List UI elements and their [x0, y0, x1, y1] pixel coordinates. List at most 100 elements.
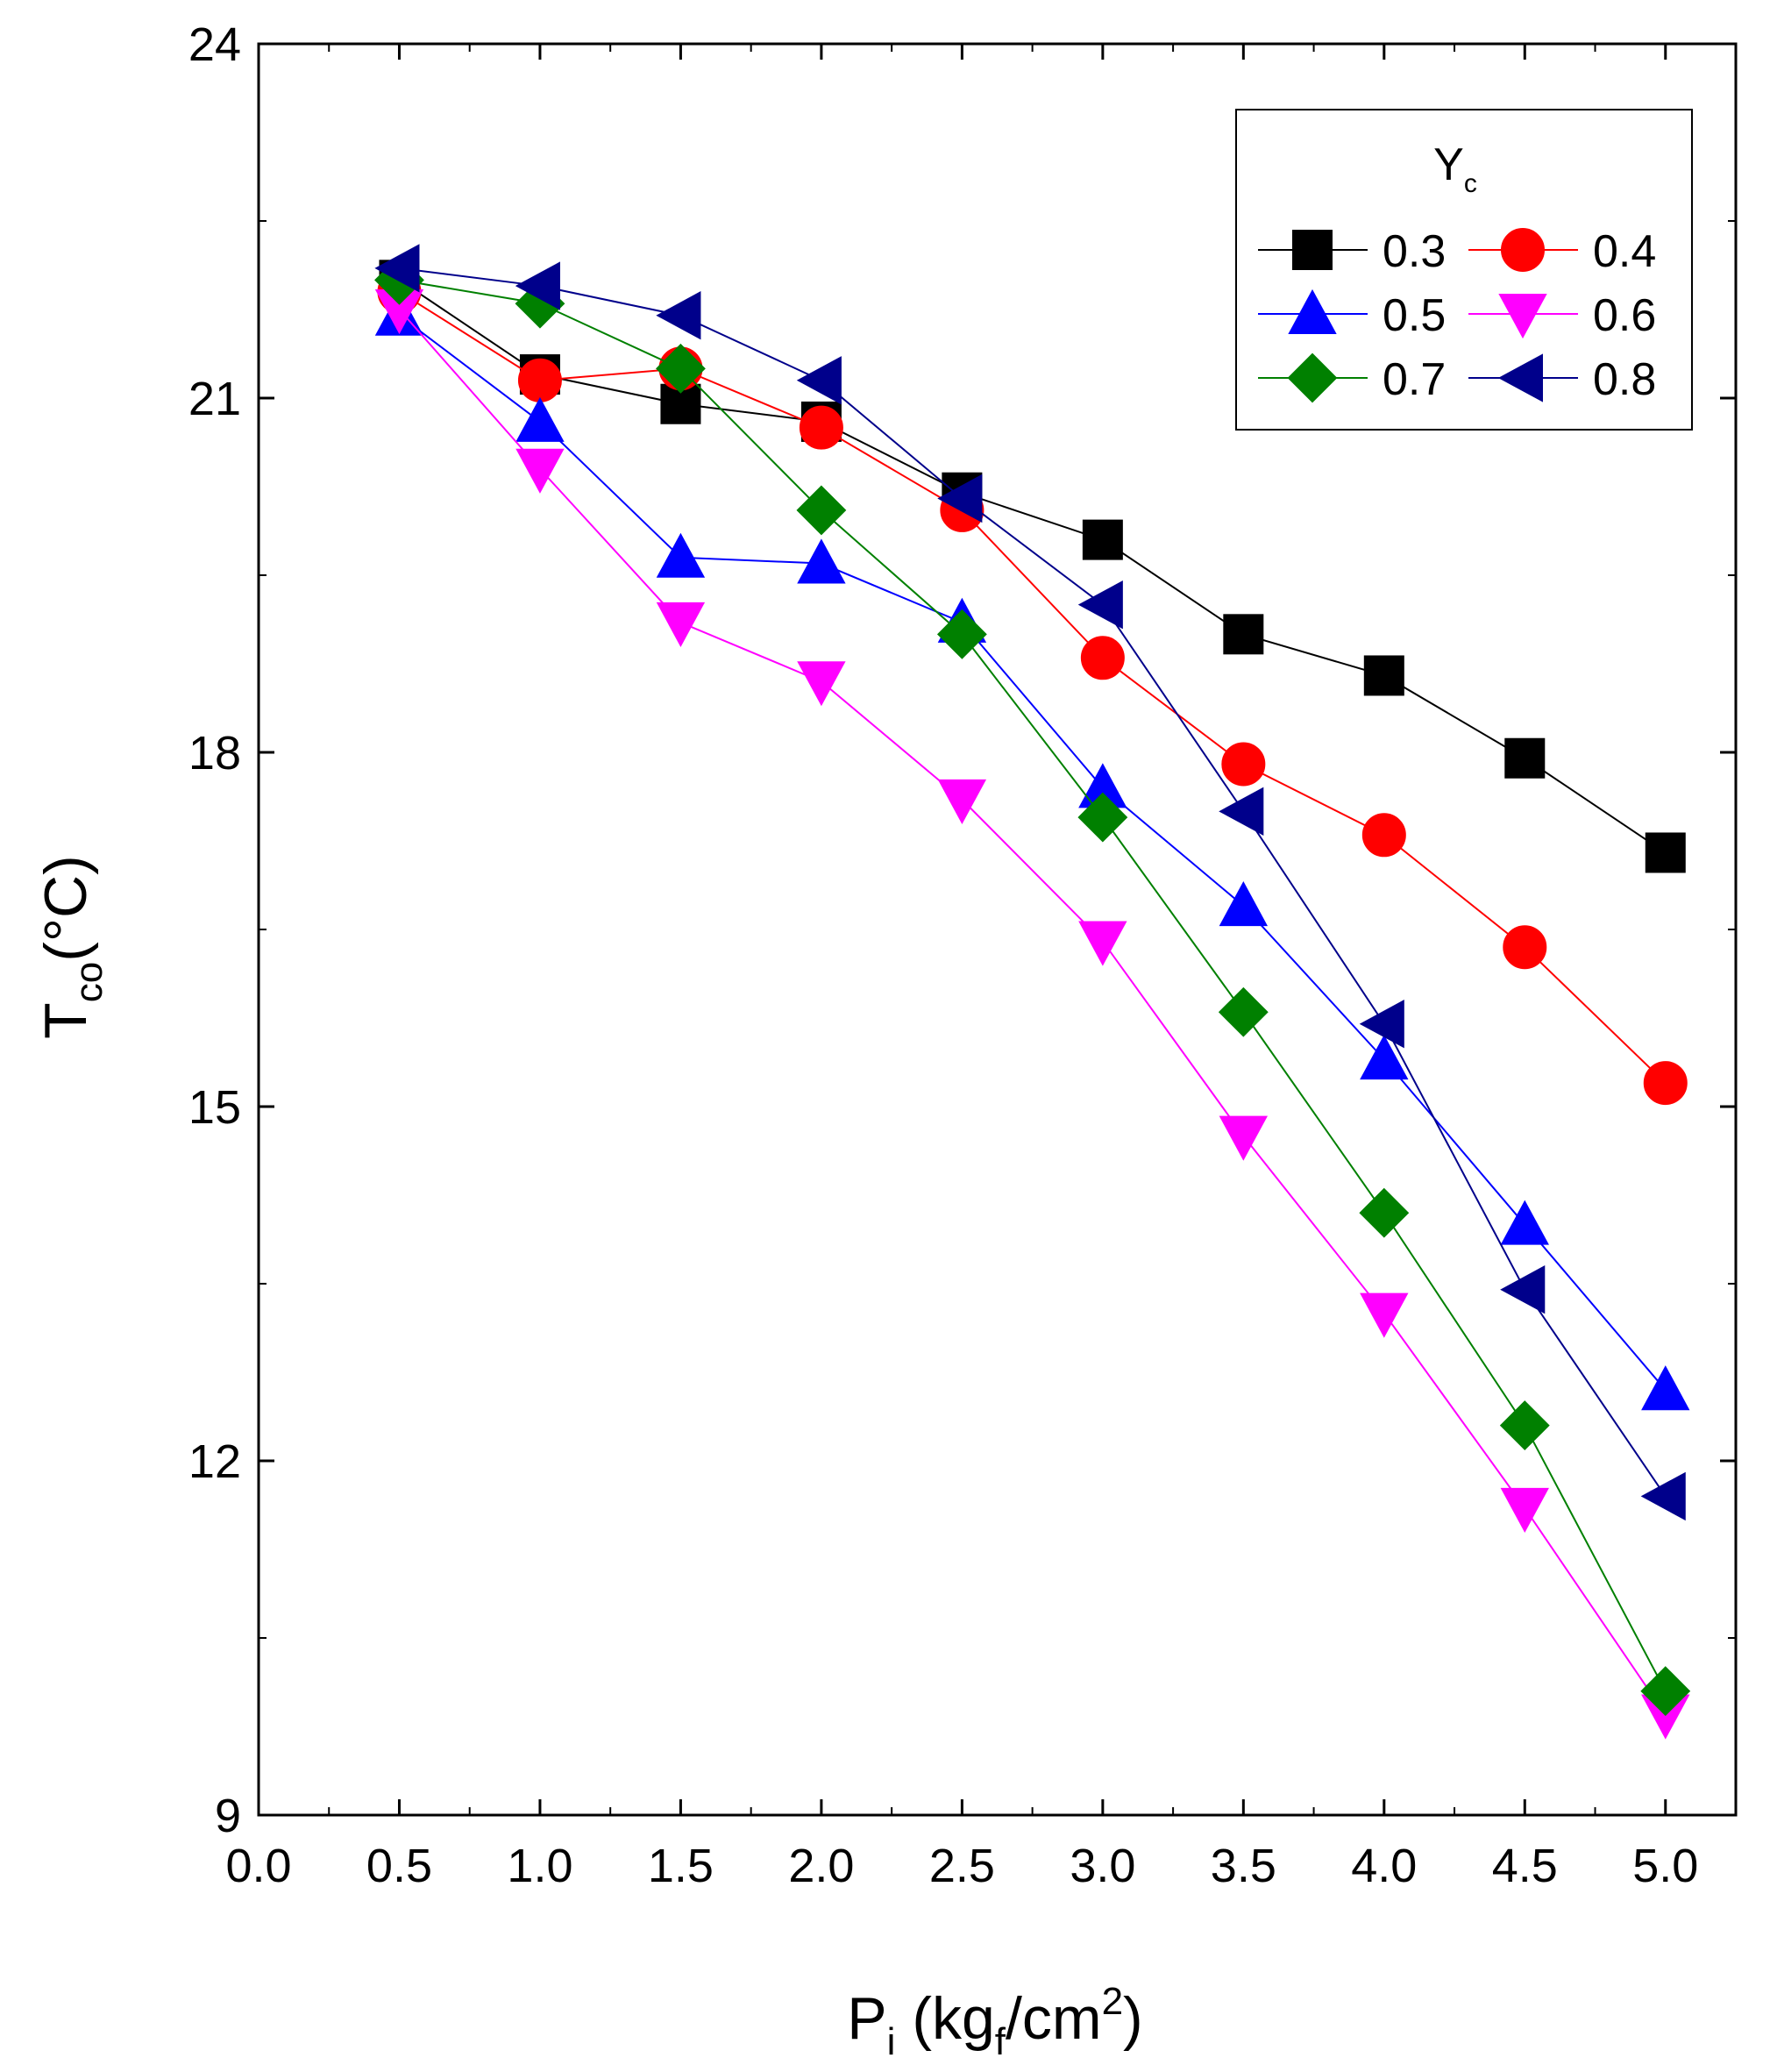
- data-point: [1221, 742, 1266, 787]
- x-axis-title-sub: i: [887, 2020, 896, 2063]
- y-axis-title-sub: co: [68, 962, 110, 1002]
- x-tick-label: 1.0: [507, 1840, 572, 1892]
- x-axis-title-sup: 2: [1102, 1980, 1123, 2023]
- data-point: [797, 538, 846, 584]
- series-line: [398, 290, 1667, 1084]
- legend-label: 0.6: [1593, 290, 1656, 341]
- series-line: [398, 314, 1667, 1391]
- data-point: [1223, 614, 1264, 655]
- legend-marker: [1288, 288, 1337, 334]
- data-point: [656, 343, 706, 394]
- x-axis-title: Pi (kgf/cm2): [847, 1980, 1142, 2063]
- data-point: [1219, 880, 1269, 927]
- x-tick-label: 0.0: [225, 1840, 291, 1892]
- y-tick-label: 24: [188, 18, 241, 71]
- data-point: [515, 261, 560, 310]
- data-point: [656, 291, 701, 340]
- series-line: [399, 267, 1667, 1497]
- legend-label: 0.8: [1593, 354, 1656, 405]
- data-point: [1077, 580, 1123, 630]
- data-point: [374, 244, 420, 293]
- data-point: [517, 358, 562, 402]
- data-point: [1082, 519, 1123, 560]
- data-point: [1504, 737, 1546, 779]
- data-point: [656, 532, 706, 578]
- data-point: [1361, 813, 1406, 858]
- data-point: [797, 661, 846, 707]
- x-tick-label: 0.5: [366, 1840, 432, 1892]
- y-axis-title-rest: (°C): [32, 855, 99, 962]
- series-line: [399, 279, 1667, 1692]
- data-point: [515, 396, 565, 442]
- legend-title-base: Y: [1433, 139, 1464, 190]
- legend-item-0.3: 0.3: [1258, 226, 1446, 277]
- legend-label: 0.7: [1383, 354, 1446, 405]
- data-point: [1360, 1035, 1409, 1080]
- data-point: [796, 485, 847, 536]
- data-point: [937, 779, 987, 824]
- data-point: [1645, 832, 1686, 873]
- x-tick-label: 3.5: [1211, 1840, 1276, 1892]
- x-tick-label: 4.0: [1351, 1840, 1417, 1892]
- series-layer: [374, 244, 1691, 1740]
- x-axis-title-mid: /cm: [1006, 1985, 1102, 2052]
- legend-label: 0.5: [1383, 290, 1446, 341]
- data-point: [1640, 1666, 1691, 1717]
- legend-item-0.8: 0.8: [1468, 353, 1656, 405]
- legend-item-0.4: 0.4: [1468, 226, 1656, 277]
- legend-marker: [1292, 230, 1333, 270]
- x-tick-label: 2.5: [929, 1840, 995, 1892]
- data-point: [1643, 1061, 1688, 1106]
- series-line: [398, 279, 1667, 854]
- data-point: [1503, 925, 1547, 970]
- legend-marker: [1498, 294, 1547, 339]
- data-point: [799, 405, 843, 450]
- data-point: [1500, 1265, 1546, 1314]
- x-tick-label: 2.0: [788, 1840, 854, 1892]
- x-axis-title-base: P: [847, 1985, 886, 2052]
- legend: Yc 0.3 0.4 0.5 0.6 0.7 0.8: [1235, 109, 1693, 431]
- data-point: [1219, 787, 1264, 837]
- data-point: [1219, 1115, 1269, 1161]
- x-tick-label: 5.0: [1632, 1840, 1698, 1892]
- data-point: [937, 473, 983, 523]
- legend-title: Yc: [1433, 139, 1477, 198]
- data-point: [1077, 792, 1128, 843]
- data-point: [796, 356, 842, 405]
- x-tick-label: 1.5: [648, 1840, 714, 1892]
- legend-title-sub: c: [1464, 169, 1477, 198]
- data-point: [1500, 1487, 1549, 1533]
- data-point: [1640, 1471, 1686, 1521]
- data-point: [1641, 1365, 1690, 1411]
- y-tick-label: 12: [188, 1435, 241, 1488]
- x-tick-label: 3.0: [1070, 1840, 1135, 1892]
- x-axis-title-sub2: f: [995, 2020, 1006, 2063]
- data-point: [1218, 986, 1269, 1037]
- data-point: [1500, 1200, 1549, 1245]
- data-point: [1363, 655, 1404, 696]
- y-tick-label: 9: [215, 1790, 241, 1842]
- series-line: [398, 309, 1667, 1716]
- y-axis-title: Tco(°C): [32, 855, 110, 1039]
- series-0.7: [374, 254, 1691, 1717]
- y-tick-label: 21: [188, 373, 241, 425]
- data-point: [1499, 1400, 1550, 1451]
- legend-item-0.6: 0.6: [1468, 290, 1656, 341]
- data-point: [1360, 1292, 1409, 1338]
- y-tick-label: 18: [188, 727, 241, 780]
- x-axis-title-open: (kg: [895, 1985, 994, 2052]
- legend-marker: [1287, 352, 1338, 403]
- legend-marker: [1501, 228, 1545, 272]
- legend-marker: [1497, 353, 1543, 402]
- data-point: [515, 448, 565, 494]
- series-0.8: [374, 244, 1686, 1521]
- y-tick-label: 15: [188, 1081, 241, 1134]
- legend-label: 0.3: [1383, 226, 1446, 277]
- data-point: [1078, 921, 1127, 966]
- y-axis-title-base: T: [32, 1002, 99, 1039]
- x-axis-title-close: ): [1123, 1985, 1143, 2052]
- axes-layer: 0.0 0.5 1.0 1.5 2.0 2.5 3.0 3.5 4.0 4.5 5.0 9 12 15 18…: [188, 18, 1738, 1892]
- data-point: [656, 602, 706, 647]
- legend-item-0.5: 0.5: [1258, 288, 1446, 341]
